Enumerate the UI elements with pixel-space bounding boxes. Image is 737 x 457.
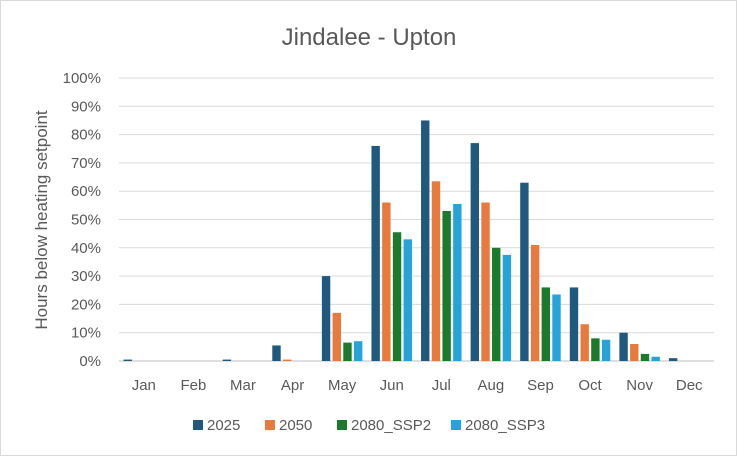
legend-label: 2025 [207,417,240,434]
bar-2080-ssp3 [651,356,660,361]
bar-2050 [282,359,292,361]
x-tick-label: Nov [626,377,653,394]
x-tick-label: Feb [180,377,206,394]
bar-2050 [332,312,341,361]
bar-2050 [580,324,589,361]
bar-2025 [123,359,132,361]
y-tick-label: 70% [71,155,101,172]
legend-label: 2050 [279,417,312,434]
x-tick-label: Aug [478,377,505,394]
bar-2025 [520,182,529,361]
bars-group [123,120,678,361]
bar-2025 [569,287,579,361]
bar-2080-ssp3 [552,294,561,361]
y-tick-label: 100% [63,70,101,87]
y-tick-label: 40% [71,240,101,257]
bar-2050 [530,244,540,361]
x-ticks: Jan Feb Mar Apr May Jun Jul Aug Sep Oct Nov Dec [132,377,703,394]
x-tick-label: Jan [132,377,156,394]
bar-2025 [371,145,380,361]
x-tick-label: Jun [380,377,404,394]
bar-2050 [630,344,639,361]
bar-2050 [382,202,391,361]
x-tick-label: Sep [527,377,554,394]
x-tick-label: Dec [676,377,703,394]
x-tick-label: Oct [578,377,602,394]
bar-2080-ssp2 [541,287,551,361]
bar-2080-ssp3 [502,254,512,361]
y-tick-label: 50% [71,212,101,229]
y-tick-label: 0% [79,353,101,370]
legend-swatch [265,420,275,430]
y-axis-label: Hours below heating setpoint [32,110,51,330]
bar-2080-ssp2 [640,353,650,361]
bar-2080-ssp2 [492,247,501,361]
bar-2025 [619,332,628,361]
x-tick-label: May [328,377,357,394]
legend-label: 2080_SSP2 [351,417,431,434]
legend-swatch [337,420,347,430]
x-tick-label: Apr [281,377,304,394]
x-tick-label: Jul [432,377,451,394]
bar-2025 [421,120,430,361]
bar-2050 [431,181,441,361]
bar-2025 [470,143,480,361]
legend: 2025 2050 2080_SSP2 2080_SSP3 [193,417,545,434]
legend-swatch [451,420,461,430]
y-ticks: 0% 10% 20% 30% 40% 50% 60% 70% 80% 90% 100% [63,70,101,370]
gridlines [119,77,714,362]
bar-2080-ssp2 [591,338,600,361]
x-tick-label: Mar [230,377,256,394]
bar-2080-ssp2 [392,232,402,361]
bar-2080-ssp2 [442,211,451,361]
bar-2025 [321,276,331,361]
legend-swatch [193,420,203,430]
bar-2025 [668,358,678,361]
bar-2080-ssp3 [353,341,363,361]
y-tick-label: 20% [71,296,101,313]
chart-title: Jindalee - Upton [282,24,457,51]
y-tick-label: 80% [71,127,101,144]
bar-2080-ssp3 [403,239,412,361]
bar-2025 [272,345,281,361]
y-tick-label: 10% [71,325,101,342]
y-tick-label: 30% [71,268,101,285]
y-tick-label: 60% [71,183,101,200]
bar-2080-ssp2 [343,342,352,361]
bar-2080-ssp3 [453,203,462,361]
legend-label: 2080_SSP3 [465,417,545,434]
bar-2025 [222,359,232,361]
bar-2050 [481,202,490,361]
y-tick-label: 90% [71,98,101,115]
bar-2080-ssp3 [601,339,611,361]
